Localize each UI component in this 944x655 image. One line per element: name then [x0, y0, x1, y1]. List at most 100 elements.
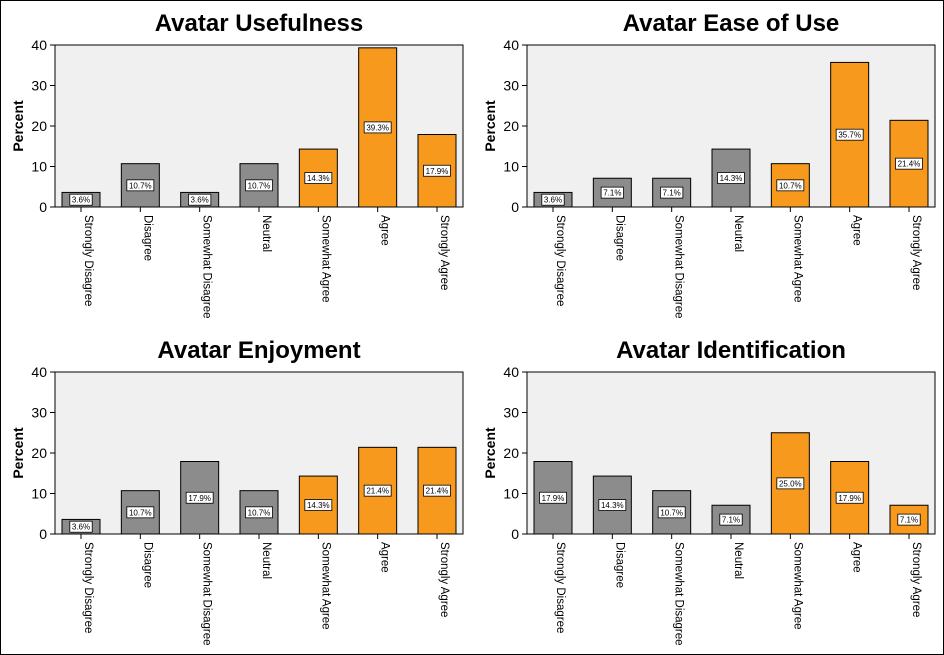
category-label-disagree: Disagree — [613, 542, 625, 588]
data-label-box — [304, 499, 333, 511]
category-label-disagree: Disagree — [613, 215, 625, 261]
data-label: 3.6% — [544, 196, 562, 205]
data-label-box — [126, 506, 155, 519]
category-label-somewhat-disagree: Somewhat Disagree — [201, 542, 213, 646]
y-tick-label: 30 — [503, 78, 519, 94]
y-tick-label: 40 — [503, 37, 519, 53]
data-label: 35.7% — [838, 131, 861, 140]
data-label-box — [776, 179, 805, 192]
category-label-agree: Agree — [851, 542, 863, 573]
y-tick-label: 40 — [31, 364, 47, 380]
data-label-box — [363, 484, 392, 497]
chart-title: Avatar Enjoyment — [157, 337, 360, 364]
data-label: 7.1% — [603, 189, 621, 198]
y-tick-label: 20 — [503, 445, 519, 461]
category-label-strongly-agree: Strongly Agree — [910, 542, 922, 617]
category-label-strongly-disagree: Strongly Disagree — [82, 215, 94, 306]
data-label-box — [423, 484, 451, 497]
data-label-box — [188, 193, 212, 206]
data-label-box — [776, 477, 805, 490]
chart-panel-ease-of-use: Avatar Ease of Use Percent 0 10 20 30 40 3.6% St… — [473, 1, 944, 328]
category-label-neutral: Neutral — [732, 542, 744, 579]
data-label: 10.7% — [248, 181, 271, 190]
data-label: 10.7% — [248, 508, 271, 517]
y-tick-label: 30 — [31, 78, 47, 94]
data-label-box — [541, 193, 565, 206]
data-label: 10.7% — [779, 181, 802, 190]
data-label-box — [835, 128, 864, 141]
data-label-box — [69, 520, 93, 533]
y-tick-label: 10 — [31, 159, 47, 175]
data-label: 7.1% — [663, 189, 681, 198]
data-label-box — [363, 121, 392, 134]
data-label-box — [657, 506, 686, 519]
data-label: 25.0% — [779, 479, 802, 488]
chart-panel-enjoyment: Avatar Enjoyment Percent 0 10 20 30 40 3.6% Stro… — [1, 328, 473, 655]
category-label-somewhat-agree: Somewhat Agree — [791, 542, 803, 630]
data-label: 14.3% — [307, 501, 330, 510]
data-label: 21.4% — [898, 160, 921, 169]
chart-usefulness: Avatar Usefulness Percent 0 10 20 30 40 3.6% Str… — [10, 10, 464, 319]
data-label: 39.3% — [366, 123, 389, 132]
y-axis-label: Percent — [10, 427, 26, 479]
data-label: 3.6% — [72, 196, 90, 205]
category-label-agree: Agree — [379, 215, 391, 246]
data-label: 14.3% — [307, 174, 330, 183]
y-tick-label: 0 — [39, 199, 47, 215]
chart-title: Avatar Usefulness — [155, 10, 364, 37]
chart-panel-identification: Avatar Identification Percent 0 10 20 30 40 17.… — [473, 328, 944, 655]
chart-title: Avatar Ease of Use — [623, 10, 840, 37]
category-label-strongly-agree: Strongly Agree — [438, 215, 450, 290]
data-label-box — [423, 164, 451, 177]
data-label-box — [835, 491, 864, 504]
data-label-box — [304, 172, 333, 184]
y-tick-label: 40 — [503, 364, 519, 380]
y-axis-label: Percent — [482, 100, 498, 152]
y-tick-label: 20 — [31, 118, 47, 134]
data-label-box — [126, 179, 155, 192]
chart-panel-usefulness: Avatar Usefulness Percent 0 10 20 30 40 3.6% Str… — [1, 1, 473, 328]
data-label-box — [598, 499, 627, 511]
category-label-agree: Agree — [379, 542, 391, 573]
category-label-strongly-agree: Strongly Agree — [438, 542, 450, 617]
data-label-box — [245, 179, 273, 192]
category-label-somewhat-agree: Somewhat Agree — [319, 542, 331, 630]
data-label-box — [245, 506, 273, 519]
data-label: 17.9% — [838, 494, 861, 503]
y-tick-label: 20 — [503, 118, 519, 134]
category-label-strongly-disagree: Strongly Disagree — [82, 542, 94, 633]
data-label-box — [897, 513, 921, 526]
y-tick-label: 30 — [31, 405, 47, 421]
category-label-agree: Agree — [851, 215, 863, 246]
y-tick-label: 10 — [503, 159, 519, 175]
category-label-neutral: Neutral — [732, 215, 744, 252]
y-tick-label: 0 — [511, 199, 519, 215]
y-tick-label: 20 — [31, 445, 47, 461]
data-label: 21.4% — [426, 487, 449, 496]
data-label: 3.6% — [191, 196, 209, 205]
data-label-box — [895, 157, 923, 170]
category-label-strongly-disagree: Strongly Disagree — [554, 542, 566, 633]
data-label: 17.9% — [542, 494, 565, 503]
y-axis-label: Percent — [482, 427, 498, 479]
y-tick-label: 0 — [39, 526, 47, 542]
y-axis-label: Percent — [10, 100, 26, 152]
data-label: 14.3% — [720, 174, 743, 183]
data-label: 14.3% — [601, 501, 624, 510]
data-label-box — [719, 513, 743, 526]
data-label: 21.4% — [366, 487, 389, 496]
y-tick-label: 10 — [503, 486, 519, 502]
data-label-box — [660, 186, 684, 199]
category-label-somewhat-disagree: Somewhat Disagree — [673, 542, 685, 646]
chart-identification: Avatar Identification Percent 0 10 20 30 40 17.… — [482, 337, 936, 646]
chart-enjoyment: Avatar Enjoyment Percent 0 10 20 30 40 3.6% Stro… — [10, 337, 464, 646]
data-label: 10.7% — [660, 508, 683, 517]
category-label-strongly-agree: Strongly Agree — [910, 215, 922, 290]
data-label-box — [539, 491, 567, 504]
data-label: 3.6% — [72, 523, 90, 532]
y-tick-label: 40 — [31, 37, 47, 53]
category-label-somewhat-agree: Somewhat Agree — [791, 215, 803, 303]
category-label-strongly-disagree: Strongly Disagree — [554, 215, 566, 306]
data-label-box — [69, 193, 93, 206]
